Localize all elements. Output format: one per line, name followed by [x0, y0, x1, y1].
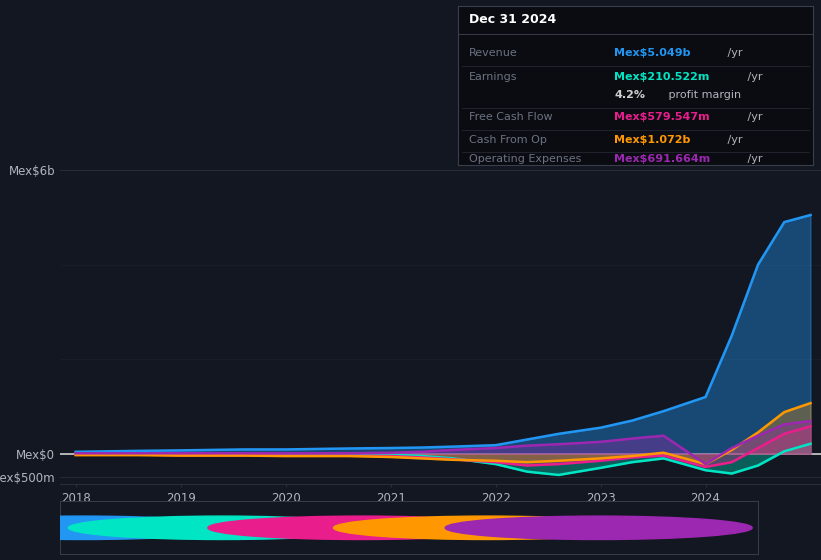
- Text: /yr: /yr: [744, 72, 763, 82]
- Text: Free Cash Flow: Free Cash Flow: [373, 521, 461, 534]
- Text: Mex$579.547m: Mex$579.547m: [614, 113, 710, 122]
- Text: /yr: /yr: [744, 154, 763, 164]
- Text: Revenue: Revenue: [469, 49, 517, 58]
- Circle shape: [333, 516, 640, 539]
- Text: Revenue: Revenue: [94, 521, 144, 534]
- Text: Earnings: Earnings: [233, 521, 284, 534]
- Circle shape: [0, 516, 236, 539]
- Text: Free Cash Flow: Free Cash Flow: [469, 113, 553, 122]
- Text: Mex$691.664m: Mex$691.664m: [614, 154, 710, 164]
- Text: /yr: /yr: [744, 113, 763, 122]
- Text: Cash From Op: Cash From Op: [469, 134, 547, 144]
- Text: /yr: /yr: [724, 134, 743, 144]
- Text: 4.2%: 4.2%: [614, 90, 645, 100]
- Text: Earnings: Earnings: [469, 72, 517, 82]
- Text: Operating Expenses: Operating Expenses: [610, 521, 729, 534]
- Text: Mex$1.072b: Mex$1.072b: [614, 134, 690, 144]
- Text: /yr: /yr: [724, 49, 743, 58]
- Text: Cash From Op: Cash From Op: [498, 521, 580, 534]
- Text: Mex$210.522m: Mex$210.522m: [614, 72, 709, 82]
- Text: Operating Expenses: Operating Expenses: [469, 154, 581, 164]
- Text: profit margin: profit margin: [664, 90, 741, 100]
- Circle shape: [68, 516, 375, 539]
- Text: Mex$5.049b: Mex$5.049b: [614, 49, 690, 58]
- Circle shape: [208, 516, 515, 539]
- Circle shape: [445, 516, 752, 539]
- Text: Dec 31 2024: Dec 31 2024: [469, 13, 556, 26]
